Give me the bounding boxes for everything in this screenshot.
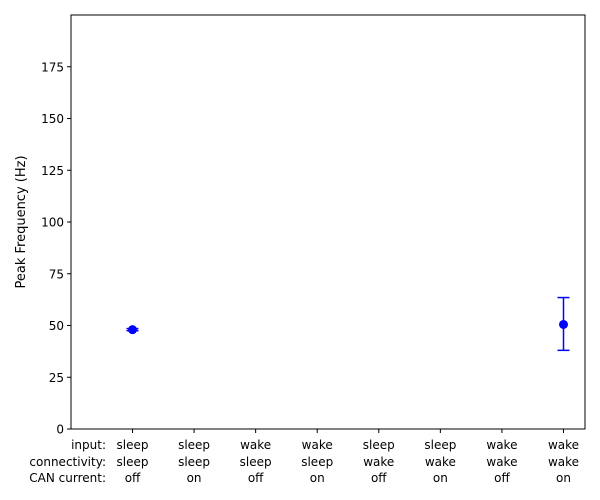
data-points xyxy=(126,296,570,352)
y-axis-label: Peak Frequency (Hz) xyxy=(14,155,29,288)
y-tick-label: 150 xyxy=(41,112,64,126)
x-tick-label: sleep xyxy=(301,455,333,469)
x-tick-label: on xyxy=(310,471,325,485)
plot-frame xyxy=(70,14,586,430)
x-tick-label: off xyxy=(125,471,141,485)
x-tick-label: wake xyxy=(548,455,579,469)
y-axis-ticks: 0 25 50 75 100 125 150 175 xyxy=(41,60,71,437)
x-tick-label: sleep xyxy=(117,438,149,452)
x-tick-label: sleep xyxy=(240,455,272,469)
y-tick-label: 75 xyxy=(49,267,64,281)
x-tick-label: wake xyxy=(240,438,271,452)
x-tick-label: wake xyxy=(302,438,333,452)
x-tick-label: wake xyxy=(425,455,456,469)
x-tick-label: on xyxy=(433,471,448,485)
x-tick-label: sleep xyxy=(363,438,395,452)
x-tick-label: wake xyxy=(486,455,517,469)
y-tick-label: 50 xyxy=(49,319,64,333)
x-tick-label: wake xyxy=(363,455,394,469)
x-tick-label: sleep xyxy=(117,455,149,469)
x-row-label: input: xyxy=(71,438,106,452)
data-point xyxy=(128,325,137,335)
x-tick-label: off xyxy=(494,471,510,485)
x-row-label: CAN current: xyxy=(29,471,106,485)
x-tick-label: wake xyxy=(548,438,579,452)
x-tick-label: off xyxy=(248,471,264,485)
x-tick-label: on xyxy=(556,471,571,485)
y-tick-label: 175 xyxy=(41,60,64,74)
x-tick-label: off xyxy=(371,471,387,485)
x-row-labels: input: connectivity: CAN current: xyxy=(29,438,106,485)
x-axis-ticks: sleep sleep off sleep sleep on wake sleep off wak… xyxy=(117,429,579,485)
x-tick-label: sleep xyxy=(178,438,210,452)
data-point xyxy=(559,319,568,329)
x-tick-label: sleep xyxy=(178,455,210,469)
y-tick-label: 25 xyxy=(49,371,64,385)
y-tick-label: 0 xyxy=(56,423,64,437)
y-tick-label: 125 xyxy=(41,164,64,178)
x-tick-label: sleep xyxy=(424,438,456,452)
x-tick-label: on xyxy=(187,471,202,485)
y-tick-label: 100 xyxy=(41,216,64,230)
x-row-label: connectivity: xyxy=(29,455,106,469)
x-tick-label: wake xyxy=(486,438,517,452)
